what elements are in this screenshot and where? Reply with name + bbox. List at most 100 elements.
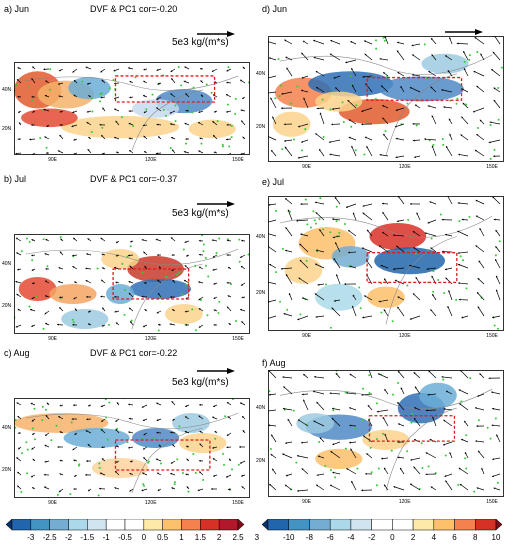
wind-vector xyxy=(447,196,453,205)
wind-vector-head xyxy=(85,473,87,476)
significance-dot xyxy=(494,417,497,420)
wind-vector-head xyxy=(227,416,230,419)
significance-dot xyxy=(427,465,430,468)
wind-vector-head xyxy=(477,306,480,309)
wind-vector-head xyxy=(30,475,33,478)
wind-vector-head xyxy=(228,458,231,461)
wind-vector-head xyxy=(156,311,159,314)
wind-vector-head xyxy=(128,292,131,295)
wind-vector xyxy=(441,89,453,93)
wind-vector-head xyxy=(128,67,131,70)
wind-vector-head xyxy=(351,480,354,483)
wind-vector-head xyxy=(377,373,380,376)
wind-vector-head xyxy=(29,138,32,141)
wind-vector xyxy=(268,75,277,79)
significance-dot xyxy=(39,137,42,140)
lat-tick-label: 40N xyxy=(2,86,12,93)
wind-vector-head xyxy=(282,376,285,379)
wind-vector xyxy=(361,247,373,253)
wind-vector xyxy=(362,212,373,221)
wind-vector-head xyxy=(416,212,419,215)
wind-vector-head xyxy=(329,392,332,395)
significance-dot xyxy=(14,418,17,421)
wind-vector-head xyxy=(297,318,300,321)
wind-vector-head xyxy=(285,474,288,477)
wind-vector-head xyxy=(143,281,146,284)
panel-frame xyxy=(14,398,250,498)
wind-vector-head xyxy=(444,475,447,477)
colorbar-tick-label: -1.5 xyxy=(80,533,95,542)
wind-vector-head xyxy=(86,418,89,421)
wind-vector-head xyxy=(411,44,414,47)
significance-dot xyxy=(410,421,413,424)
anomaly-shading xyxy=(421,53,469,74)
significance-dot xyxy=(415,124,418,127)
anomaly-shading xyxy=(315,448,363,470)
significance-dot xyxy=(383,39,386,42)
wind-vector xyxy=(392,234,405,237)
wind-vector-head xyxy=(198,281,201,284)
anomaly-shading xyxy=(369,223,427,250)
wind-vector-head xyxy=(88,137,91,139)
wind-vector-head xyxy=(185,323,188,326)
wind-vector-head xyxy=(315,133,318,136)
wind-vector-head xyxy=(185,93,188,96)
colorbar-tick-label: 2 xyxy=(410,533,416,542)
wind-vector-head xyxy=(102,307,105,310)
significance-dot xyxy=(142,483,145,486)
wind-vector-head xyxy=(429,201,432,204)
wind-vector-head xyxy=(156,431,159,434)
wind-vector-head xyxy=(349,265,352,268)
significance-dot xyxy=(100,92,103,95)
wind-vector-head xyxy=(301,297,304,300)
significance-dot xyxy=(42,238,45,241)
wind-vector-head xyxy=(351,305,354,308)
wind-vector-head xyxy=(18,447,21,450)
wind-vector-head xyxy=(300,203,303,206)
wind-vector-head xyxy=(344,283,346,286)
wind-vector-head xyxy=(213,135,216,138)
wind-vector xyxy=(457,251,469,254)
colorbar-cell xyxy=(433,519,455,531)
significance-dot xyxy=(178,425,181,428)
wind-vector xyxy=(268,219,277,223)
significance-dot xyxy=(229,283,232,286)
wind-vector-head xyxy=(287,418,290,421)
wind-vector-head xyxy=(479,119,482,122)
wind-vector-head xyxy=(72,266,75,268)
significance-dot xyxy=(120,116,123,119)
region-box xyxy=(112,268,190,300)
significance-dot xyxy=(134,76,137,79)
wind-vector-head xyxy=(477,394,480,397)
wind-vector-head xyxy=(367,405,370,408)
colorbar-cell xyxy=(143,519,163,531)
wind-vector xyxy=(445,145,453,157)
wind-vector-head xyxy=(143,80,146,83)
wind-vector-head xyxy=(115,445,118,448)
wind-vector-head xyxy=(412,122,415,125)
wind-vector-head xyxy=(141,489,144,492)
wind-vector-head xyxy=(366,229,369,232)
significance-dot xyxy=(325,283,328,286)
wind-vector-head xyxy=(495,229,498,232)
wind-vector-head xyxy=(185,416,188,419)
significance-dot xyxy=(356,467,359,470)
wind-vector-head xyxy=(198,459,201,462)
wind-vector-head xyxy=(461,116,464,119)
wind-vector-head xyxy=(198,415,201,418)
wind-vector xyxy=(459,370,469,379)
significance-dot xyxy=(50,439,53,442)
wind-vector-head xyxy=(378,245,381,248)
significance-dot xyxy=(200,142,203,145)
wind-vector-head xyxy=(198,122,201,124)
colorbar-cell xyxy=(6,519,13,531)
wind-vector-head xyxy=(172,444,175,447)
wind-vector-head xyxy=(156,97,159,100)
significance-dot xyxy=(182,248,185,251)
wind-vector-head xyxy=(45,239,48,241)
wind-vector-head xyxy=(142,472,145,475)
lon-tick-label: 120E xyxy=(398,164,411,170)
wind-vector-head xyxy=(414,386,417,389)
wind-vector-head xyxy=(200,80,203,83)
significance-dot xyxy=(382,36,385,39)
